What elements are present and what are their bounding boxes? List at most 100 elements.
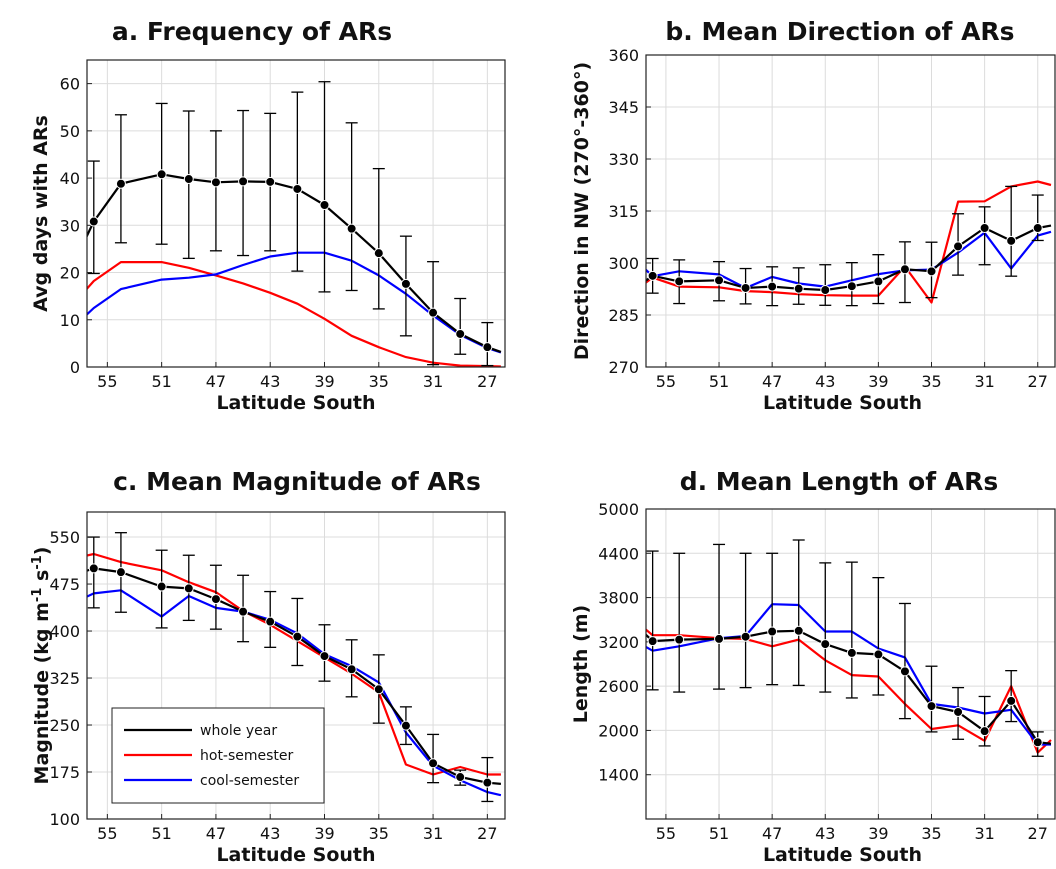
data-point	[292, 631, 303, 642]
x-tick-label: 47	[762, 824, 782, 843]
y-axis-label: Length (m)	[570, 605, 592, 724]
data-point	[400, 720, 411, 731]
x-tick-label: 31	[423, 824, 443, 843]
x-axis-label: Latitude South	[216, 392, 375, 414]
plot-frame	[645, 54, 1056, 368]
data-point	[238, 176, 249, 187]
error-bars	[87, 81, 494, 367]
data-point	[88, 216, 99, 227]
x-tick-label: 27	[1028, 372, 1048, 391]
data-point	[714, 633, 725, 644]
x-tick-label: 31	[423, 372, 443, 391]
data-point	[400, 278, 411, 289]
data-point	[1032, 222, 1043, 233]
x-tick-label: 51	[709, 372, 729, 391]
data-point	[793, 283, 804, 294]
data-point	[238, 606, 249, 617]
x-tick-label: 55	[97, 824, 117, 843]
data-point	[115, 567, 126, 578]
data-point	[740, 282, 751, 293]
superscript: -1	[30, 555, 45, 569]
y-tick-label: 0	[70, 358, 80, 377]
y-tick-label: 3200	[598, 633, 639, 652]
y-tick-label: 475	[49, 575, 80, 594]
panel-c: 55 51 47 43 39 35 31 27 100 175 250 325 400 475 550 c. …	[30, 467, 506, 866]
data-point	[1006, 695, 1017, 706]
x-tick-label: 47	[206, 372, 226, 391]
series-line-cool-semester	[646, 230, 1052, 290]
y-tick-label: 2600	[598, 677, 639, 696]
y-tick-label: 550	[49, 528, 80, 547]
x-tick-label: 51	[151, 824, 171, 843]
data-point	[183, 174, 194, 185]
data-point	[210, 177, 221, 188]
x-tick-label: 39	[868, 824, 888, 843]
y-tick-label: 50	[60, 122, 80, 141]
data-point	[979, 726, 990, 737]
x-axis-label: Latitude South	[216, 844, 375, 866]
error-bars	[87, 532, 494, 803]
y-axis-label: Magnitude (kg m-1 s-1)	[30, 547, 54, 785]
x-tick-label: 43	[260, 372, 280, 391]
panel-title: d. Mean Length of ARs	[680, 467, 999, 496]
plot-frame	[86, 59, 506, 368]
legend-label: whole year	[200, 723, 277, 739]
data-point	[674, 634, 685, 645]
x-tick-label: 55	[656, 372, 676, 391]
data-point	[455, 772, 466, 783]
panel-title: c. Mean Magnitude of ARs	[113, 467, 481, 496]
data-point	[265, 176, 276, 187]
data-point	[319, 651, 330, 662]
x-tick-label: 35	[921, 824, 941, 843]
series-group	[87, 173, 502, 367]
data-point	[899, 666, 910, 677]
data-point	[873, 276, 884, 287]
data-point	[292, 183, 303, 194]
data-point	[767, 626, 778, 637]
data-point	[873, 649, 884, 660]
y-tick-label: 100	[49, 810, 80, 829]
x-tick-label: 31	[974, 372, 994, 391]
y-tick-label: 270	[608, 358, 639, 377]
x-tick-label: 47	[206, 824, 226, 843]
data-point	[674, 276, 685, 287]
y-tick-label: 285	[608, 306, 639, 325]
x-tick-label: 35	[369, 824, 389, 843]
y-tick-label: 3800	[598, 589, 639, 608]
data-point	[319, 199, 330, 210]
data-point	[373, 248, 384, 259]
plot-frame	[645, 508, 1056, 820]
data-point	[926, 266, 937, 277]
y-tick-label: 2000	[598, 721, 639, 740]
data-point	[115, 178, 126, 189]
data-point	[455, 328, 466, 339]
label-part: )	[31, 547, 53, 556]
x-tick-label: 35	[921, 372, 941, 391]
x-tick-label: 27	[1028, 824, 1048, 843]
data-point	[1032, 737, 1043, 748]
panel-title: a. Frequency of ARs	[112, 17, 392, 46]
data-point	[979, 222, 990, 233]
data-point	[265, 616, 276, 627]
x-tick-label: 35	[369, 372, 389, 391]
data-point	[183, 583, 194, 594]
data-point	[428, 758, 439, 769]
series-line-hot-semester	[646, 180, 1052, 304]
y-tick-label: 325	[49, 669, 80, 688]
x-tick-label: 39	[314, 824, 334, 843]
y-tick-label: 1400	[598, 766, 639, 785]
y-tick-label: 5000	[598, 500, 639, 519]
data-point	[820, 285, 831, 296]
data-point	[647, 636, 658, 647]
superscript: -1	[30, 588, 45, 602]
panel-a: 55 51 47 43 39 35 31 27 0 10 20 30 40 50 60 a. Frequenc…	[30, 17, 506, 414]
label-part: s	[31, 570, 53, 588]
data-point	[156, 581, 167, 592]
x-tick-label: 39	[868, 372, 888, 391]
y-tick-label: 30	[60, 216, 80, 235]
data-point	[767, 281, 778, 292]
x-tick-label: 43	[815, 824, 835, 843]
y-tick-label: 250	[49, 716, 80, 735]
series-line-whole-year	[646, 224, 1052, 292]
y-axis-label: Direction in NW (270°-360°)	[571, 62, 593, 360]
